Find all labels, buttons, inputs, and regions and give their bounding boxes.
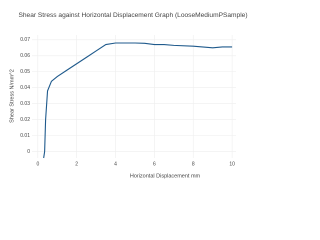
x-tick-label: 6 <box>153 161 156 167</box>
x-tick-label: 4 <box>114 161 117 167</box>
y-tick-label: 0.05 <box>20 69 30 75</box>
y-tick-label: 0.02 <box>20 117 30 123</box>
y-tick-label: 0.04 <box>20 85 30 91</box>
chart-title: Shear Stress against Horizontal Displace… <box>18 12 247 19</box>
x-tick-label: 10 <box>229 161 235 167</box>
x-tick-label: 2 <box>75 161 78 167</box>
x-tick-label: 8 <box>192 161 195 167</box>
chart: Shear Stress against Horizontal Displace… <box>9 12 247 180</box>
page: {"chart_data": {"type": "line", "title":… <box>9 11 248 180</box>
y-tick-label: 0.03 <box>20 101 30 107</box>
x-tick-label: 0 <box>36 161 39 167</box>
y-tick-label: 0.01 <box>20 133 30 139</box>
y-tick-label: 0 <box>27 149 30 155</box>
data-line <box>43 42 233 159</box>
y-tick-label: 0.07 <box>20 37 30 43</box>
x-axis-label: Horizontal Displacement mm <box>130 173 201 179</box>
y-tick-label: 0.06 <box>20 53 30 59</box>
y-axis-label: Shear Stress N/mm^2 <box>9 69 15 123</box>
